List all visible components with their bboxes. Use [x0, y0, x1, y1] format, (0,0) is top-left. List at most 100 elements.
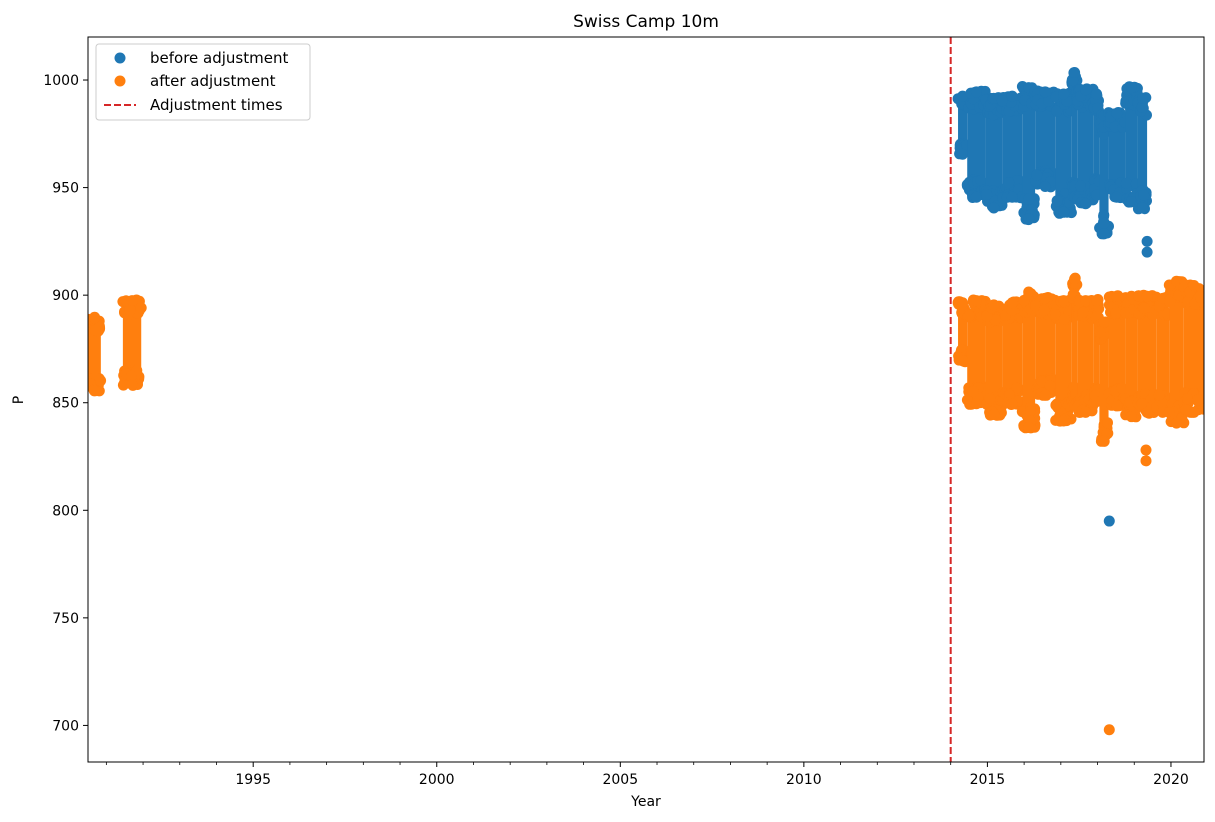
data-point-min	[1141, 406, 1153, 418]
cluster-core	[1035, 102, 1056, 176]
point-cluster	[1103, 107, 1131, 204]
point-cluster	[117, 294, 147, 391]
data-point	[1141, 235, 1153, 247]
data-point-max	[1058, 295, 1070, 307]
data-point-min	[988, 409, 1000, 421]
data-point-max	[1137, 92, 1148, 104]
data-point-min	[1137, 202, 1148, 214]
data-point	[1050, 399, 1062, 411]
data-point-min	[1126, 411, 1137, 423]
data-point-max	[1069, 67, 1081, 79]
data-point	[996, 95, 1008, 107]
data-point	[1044, 380, 1056, 392]
y-axis-label: P	[11, 396, 27, 404]
data-point	[1195, 292, 1204, 304]
data-point	[967, 386, 979, 397]
data-point	[1163, 407, 1175, 418]
data-point	[1164, 296, 1176, 308]
data-point	[1051, 195, 1063, 207]
data-point-max	[970, 295, 982, 307]
cluster-core	[1099, 128, 1109, 221]
data-point-min	[126, 378, 138, 390]
data-point	[975, 174, 987, 186]
data-point-min	[957, 148, 969, 160]
data-point-min	[1006, 191, 1018, 203]
axis-ticks: 1995 2000 2005 2010 2015 2020 700 750 800 850 900 9…	[43, 73, 1188, 788]
data-point	[1136, 101, 1148, 113]
point-cluster	[952, 90, 973, 160]
data-point-max	[1080, 84, 1092, 96]
cluster-core	[1125, 100, 1138, 189]
data-point-max	[1069, 273, 1081, 285]
data-point-min	[988, 202, 1000, 214]
y-tick-label: 1000	[43, 73, 79, 89]
data-point	[1182, 393, 1193, 405]
y-tick-label: 950	[52, 181, 79, 197]
data-point-min	[1098, 228, 1110, 240]
data-point-max	[1006, 90, 1018, 102]
data-point-max	[1188, 280, 1200, 292]
data-point	[1011, 175, 1023, 187]
y-tick-label: 750	[52, 611, 79, 627]
data-point-min	[970, 398, 982, 410]
data-point-max	[1006, 297, 1018, 309]
point-cluster	[961, 294, 991, 410]
legend: before adjustment after adjustment Adjustm…	[95, 43, 311, 121]
data-point-min	[88, 385, 100, 397]
data-point-min	[1126, 196, 1137, 208]
point-cluster	[88, 311, 107, 397]
y-tick-label: 900	[52, 288, 79, 304]
data-point	[1140, 444, 1152, 456]
data-point-max	[1111, 290, 1123, 302]
x-tick-label: 2005	[602, 772, 638, 788]
cluster-core	[1108, 308, 1126, 394]
legend-entry-label: before adjustment	[150, 49, 288, 67]
data-point-min	[1091, 396, 1103, 408]
cluster-core	[1093, 311, 1100, 391]
cluster-core	[1071, 293, 1078, 392]
data-point	[89, 324, 101, 336]
data-point	[1023, 193, 1035, 205]
data-point	[963, 310, 975, 322]
data-point	[1140, 455, 1152, 467]
cluster-core	[1035, 309, 1056, 385]
data-point	[1103, 724, 1115, 736]
data-point	[1157, 398, 1169, 410]
cluster-core	[1125, 309, 1138, 404]
data-point-max	[126, 295, 138, 307]
point-cluster	[1094, 316, 1114, 447]
point-cluster	[1132, 92, 1152, 215]
data-point-max	[988, 92, 1000, 104]
cluster-core	[1022, 102, 1036, 204]
plot-frame	[87, 36, 1205, 763]
data-point-max	[1039, 292, 1051, 304]
data-point	[1120, 177, 1132, 189]
data-point-max	[957, 90, 969, 102]
data-point-max	[957, 297, 969, 309]
data-point	[1018, 294, 1030, 306]
data-point-max	[1058, 88, 1070, 100]
data-point	[117, 379, 129, 391]
data-point-min	[1080, 406, 1092, 418]
y-tick-label: 800	[52, 503, 79, 519]
data-point	[124, 304, 136, 316]
cluster-core	[1002, 107, 1023, 186]
cluster-core	[1077, 102, 1094, 191]
data-point	[989, 314, 1001, 326]
data-point	[1192, 394, 1204, 406]
cluster-core	[1183, 299, 1204, 398]
data-point-min	[1171, 417, 1182, 429]
data-point	[1058, 313, 1070, 325]
x-tick-label: 2010	[786, 772, 822, 788]
data-point	[1031, 169, 1043, 181]
data-point	[1110, 307, 1122, 319]
cluster-core	[122, 309, 142, 376]
data-point	[1050, 309, 1062, 321]
data-point	[1138, 189, 1150, 201]
cluster-core	[1099, 335, 1109, 427]
legend-dot-marker	[114, 52, 126, 64]
legend-entry-label: Adjustment times	[150, 96, 283, 114]
data-point-min	[1091, 189, 1103, 201]
data-point-max	[1080, 295, 1092, 307]
data-point	[1141, 246, 1153, 258]
